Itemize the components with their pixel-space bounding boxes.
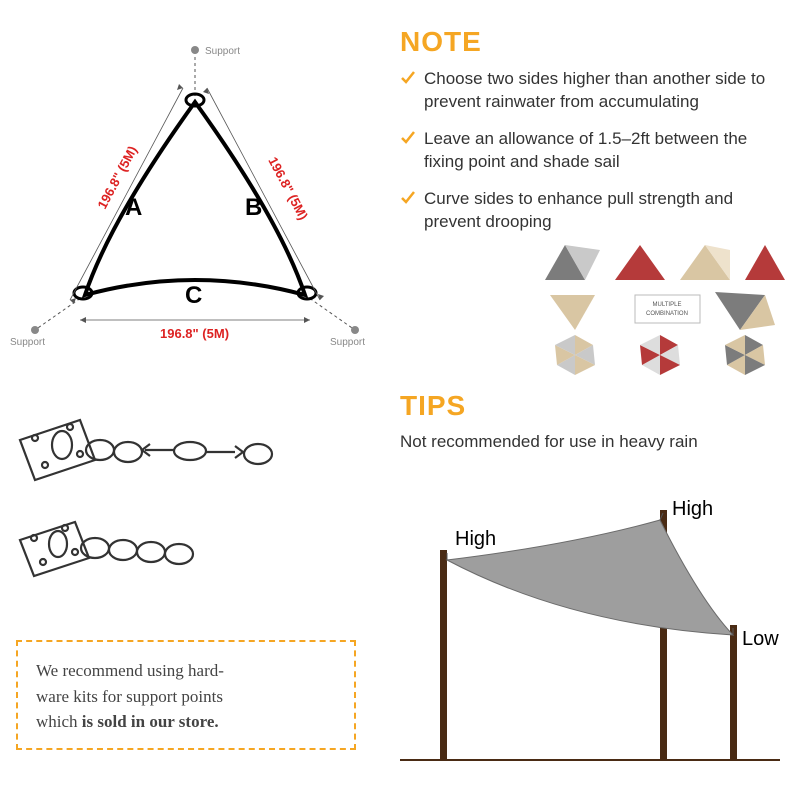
support-label: Support: [330, 337, 365, 348]
hardware-illustration: [10, 410, 370, 600]
recommend-line3a: which: [36, 712, 78, 731]
combo-label2: COMBINATION: [646, 311, 688, 317]
dimension-diagram: Support Support Support A B C 196.8" (5M…: [10, 40, 380, 360]
install-diagram: High High Low: [400, 490, 780, 770]
note-text: Curve sides to enhance pull strength and…: [424, 189, 733, 231]
note-heading: NOTE: [400, 26, 785, 58]
check-icon: [400, 130, 416, 146]
tips-heading: TIPS: [400, 390, 785, 422]
combo-label: MULTIPLE: [653, 302, 682, 308]
recommend-callout: We recommend using hard- ware kits for s…: [16, 640, 356, 750]
check-icon: [400, 70, 416, 86]
note-item: Choose two sides higher than another sid…: [400, 68, 785, 114]
side-c-label: C: [185, 282, 202, 309]
side-a-label: A: [125, 194, 142, 221]
dim-b: 196.8" (5M): [265, 154, 311, 222]
recommend-line3b: is sold in our store.: [82, 712, 219, 731]
note-item: Curve sides to enhance pull strength and…: [400, 188, 785, 234]
note-text: Leave an allowance of 1.5–2ft between th…: [424, 129, 747, 171]
support-label: Support: [205, 46, 240, 57]
side-b-label: B: [245, 194, 262, 221]
dim-c: 196.8" (5M): [160, 326, 229, 341]
recommend-line1: We recommend using hard-: [36, 661, 224, 680]
note-text: Choose two sides higher than another sid…: [424, 69, 765, 111]
support-label: Support: [10, 337, 45, 348]
tips-text: Not recommended for use in heavy rain: [400, 430, 785, 454]
recommend-line2: ware kits for support points: [36, 687, 223, 706]
check-icon: [400, 190, 416, 206]
note-section: NOTE Choose two sides higher than anothe…: [400, 26, 785, 248]
high-label: High: [672, 498, 713, 520]
high-label: High: [455, 528, 496, 550]
combination-grid: MULTIPLE COMBINATION: [540, 240, 790, 380]
tips-section: TIPS Not recommended for use in heavy ra…: [400, 390, 785, 454]
low-label: Low: [742, 628, 779, 650]
note-item: Leave an allowance of 1.5–2ft between th…: [400, 128, 785, 174]
